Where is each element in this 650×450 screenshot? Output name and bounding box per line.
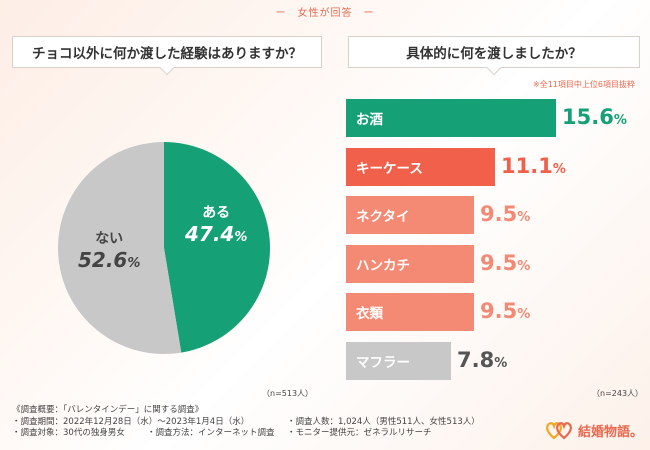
bar: マフラー bbox=[346, 341, 451, 380]
bar-value-label: 9.5% bbox=[480, 202, 531, 226]
bar-category-label: ネクタイ bbox=[356, 209, 410, 225]
right-question-box: 具体的に何を渡しましたか？ bbox=[348, 36, 640, 76]
bar: ネクタイ bbox=[346, 196, 474, 234]
pie-slice-name: ない bbox=[95, 231, 124, 247]
bar-category-label: 衣類 bbox=[356, 306, 383, 322]
gender-caption: ー 女性が回答 ー bbox=[275, 8, 375, 19]
bar-category-label: キーケース bbox=[356, 160, 423, 177]
double-heart-icon bbox=[546, 422, 572, 440]
bar-value-label: 9.5% bbox=[480, 299, 531, 323]
bar-value-label: 9.5% bbox=[480, 250, 531, 275]
speech-tail bbox=[159, 59, 175, 76]
survey-method: ・調査方法：インターネット調査 bbox=[147, 428, 275, 438]
pie-slice-value: 52.6% bbox=[78, 248, 141, 272]
bar-category-label: ハンカチ bbox=[356, 257, 410, 274]
right-question-text: 具体的に何を渡しましたか？ bbox=[406, 46, 582, 62]
bar-sample-size: （n=243人） bbox=[592, 389, 644, 398]
speech-tail bbox=[486, 59, 502, 76]
top6-note: ※全11項目中上位6項目抜粋 bbox=[533, 80, 635, 89]
pie-label-no: ない 52.6% bbox=[78, 228, 140, 272]
pie-slice-0 bbox=[164, 142, 271, 353]
survey-period: ・調査期間：2022年12月28日（水）〜2023年1月4日（水） bbox=[12, 416, 250, 427]
bar-category-label: お酒 bbox=[356, 112, 383, 128]
survey-count: ・調査人数：1,024人（男性511人、女性513人） bbox=[287, 416, 480, 427]
brand-name: 結婚物語。 bbox=[578, 424, 644, 440]
bar-value-label: 7.8% bbox=[457, 347, 508, 372]
bar-value-label: 11.1% bbox=[501, 153, 566, 178]
survey-target: ・調査対象：30代の独身男女 bbox=[12, 428, 125, 438]
pie-chart bbox=[58, 142, 271, 354]
survey-provider: ・モニター提供元：ゼネラルリサーチ bbox=[287, 428, 432, 438]
pie-label-yes: ある 47.4% bbox=[185, 202, 247, 246]
bar: 衣類 bbox=[346, 293, 474, 331]
bar-value-label: 15.6% bbox=[562, 105, 627, 129]
survey-title: 《調査概要：「バレンタインデー」に関する調査》 bbox=[12, 405, 204, 415]
brand-logo: 結婚物語。 bbox=[545, 420, 643, 440]
pie-slice-value: 47.4% bbox=[185, 222, 248, 246]
bar-category-label: マフラー bbox=[356, 354, 410, 371]
left-question-box: チョコ以外に何か渡した経験はありますか？ bbox=[12, 36, 322, 76]
bar: お酒 bbox=[346, 99, 556, 137]
pie-slice-1 bbox=[58, 142, 182, 354]
survey-overview: 《調査概要：「バレンタインデー」に関する調査》 ・調査期間：2022年12月28… bbox=[12, 405, 480, 440]
pie-sample-size: （n=513人） bbox=[262, 389, 314, 398]
left-question-text: チョコ以外に何か渡した経験はありますか？ bbox=[32, 46, 302, 62]
bar: ハンカチ bbox=[346, 244, 474, 283]
bar: キーケース bbox=[346, 147, 495, 186]
pie-slice-name: ある bbox=[202, 205, 231, 221]
